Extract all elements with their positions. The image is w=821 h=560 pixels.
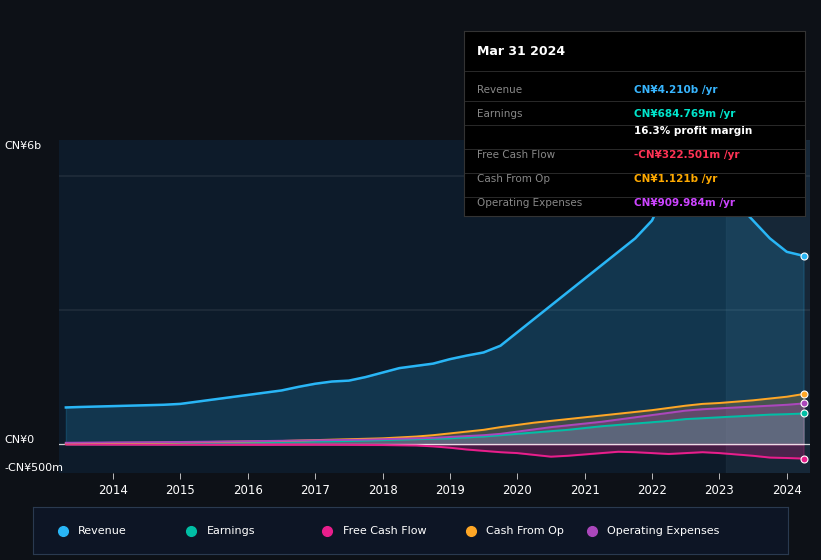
Text: Free Cash Flow: Free Cash Flow bbox=[478, 150, 556, 160]
Bar bbox=[726, 140, 810, 473]
Text: CN¥1.121b /yr: CN¥1.121b /yr bbox=[635, 174, 718, 184]
Text: Operating Expenses: Operating Expenses bbox=[478, 198, 583, 208]
Text: -CN¥500m: -CN¥500m bbox=[4, 463, 63, 473]
Text: -CN¥322.501m /yr: -CN¥322.501m /yr bbox=[635, 150, 740, 160]
Text: CN¥909.984m /yr: CN¥909.984m /yr bbox=[635, 198, 736, 208]
Text: Earnings: Earnings bbox=[478, 109, 523, 119]
Text: Revenue: Revenue bbox=[78, 526, 127, 535]
Text: Revenue: Revenue bbox=[478, 85, 523, 95]
Text: 16.3% profit margin: 16.3% profit margin bbox=[635, 125, 753, 136]
Text: Operating Expenses: Operating Expenses bbox=[607, 526, 719, 535]
Text: Cash From Op: Cash From Op bbox=[478, 174, 551, 184]
Text: Cash From Op: Cash From Op bbox=[486, 526, 564, 535]
Text: Free Cash Flow: Free Cash Flow bbox=[342, 526, 426, 535]
Text: Earnings: Earnings bbox=[207, 526, 255, 535]
Text: Mar 31 2024: Mar 31 2024 bbox=[478, 45, 566, 58]
Text: CN¥4.210b /yr: CN¥4.210b /yr bbox=[635, 85, 718, 95]
Text: CN¥0: CN¥0 bbox=[4, 435, 34, 445]
Text: CN¥6b: CN¥6b bbox=[4, 141, 41, 151]
Text: CN¥684.769m /yr: CN¥684.769m /yr bbox=[635, 109, 736, 119]
